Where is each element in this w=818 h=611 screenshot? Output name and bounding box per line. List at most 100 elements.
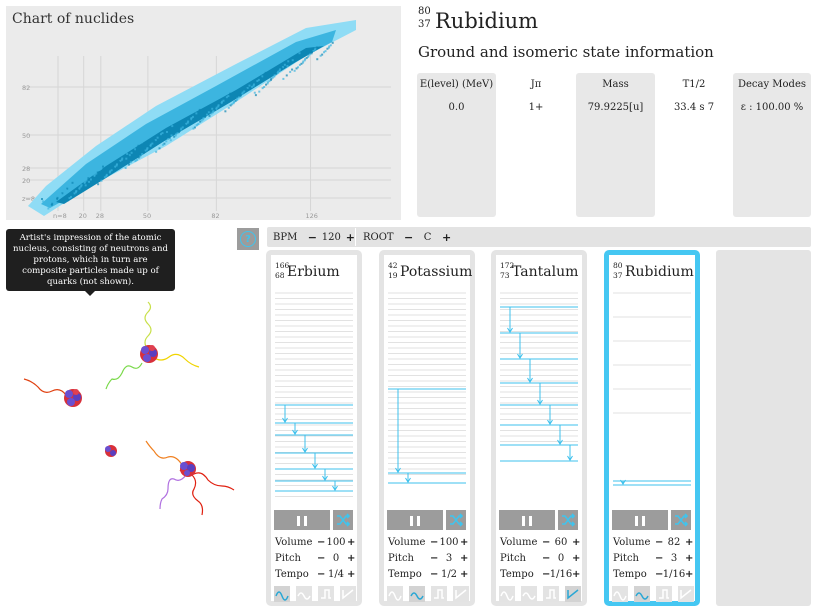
nuclide-cell	[154, 139, 157, 142]
sine-wave-button[interactable]	[612, 586, 628, 602]
pitch-label: Pitch	[613, 553, 639, 564]
nuclide-cell	[328, 45, 331, 48]
nuclide-cell	[124, 167, 127, 170]
nuclide-cell	[234, 99, 237, 102]
nuclide-cell	[91, 177, 94, 180]
sawtooth-wave-button[interactable]	[340, 586, 356, 602]
tooltip-text: Artist's impression of the atomic nucleu…	[13, 233, 168, 287]
root-decrease-button[interactable]: −	[404, 230, 414, 244]
nuclide-cell	[146, 148, 149, 151]
info-header: T1/2	[682, 79, 706, 90]
nuclide-cell	[117, 160, 120, 163]
tempo-decrease-button[interactable]: −	[430, 569, 439, 580]
shuffle-button[interactable]	[446, 510, 466, 530]
shuffle-button[interactable]	[558, 510, 578, 530]
help-button[interactable]: ?	[237, 228, 259, 250]
bpm-decrease-button[interactable]: −	[307, 230, 317, 244]
nuclide-card-potassium[interactable]: 42 19 Potassium Volume −100 + Pitch −3 + Tempo −1/…	[379, 250, 475, 606]
volume-increase-button[interactable]: +	[347, 537, 356, 548]
square-wave-icon	[659, 589, 669, 599]
nuclide-cell	[112, 168, 115, 171]
nuclide-cell	[52, 201, 55, 204]
nuclide-card-tantalum[interactable]: 172 73 Tantalum Volume −60 + Pitch −0 + Tempo −1/1…	[491, 250, 587, 606]
pause-button[interactable]	[612, 510, 668, 530]
triangle-wave-button[interactable]	[296, 586, 312, 602]
nuclide-cell	[102, 165, 104, 168]
volume-control: Volume −82 +	[613, 537, 693, 551]
bpm-increase-button[interactable]: +	[345, 230, 355, 244]
pitch-decrease-button[interactable]: −	[317, 553, 326, 564]
sawtooth-wave-button[interactable]	[565, 586, 581, 602]
volume-decrease-button[interactable]: −	[542, 537, 551, 548]
shuffle-button[interactable]	[333, 510, 353, 530]
sine-wave-button[interactable]	[387, 586, 403, 602]
empty-card-slot[interactable]	[716, 250, 811, 606]
square-wave-icon	[434, 589, 444, 599]
square-wave-button[interactable]	[543, 586, 559, 602]
pitch-increase-button[interactable]: +	[347, 553, 356, 564]
tempo-increase-button[interactable]: +	[572, 569, 581, 580]
pitch-decrease-button[interactable]: −	[655, 553, 664, 564]
pause-button[interactable]	[274, 510, 330, 530]
pitch-increase-button[interactable]: +	[685, 553, 694, 564]
nuclide-cell	[146, 147, 149, 150]
pitch-increase-button[interactable]: +	[460, 553, 469, 564]
tempo-decrease-button[interactable]: −	[542, 569, 551, 580]
pause-button[interactable]	[499, 510, 555, 530]
pitch-decrease-button[interactable]: −	[542, 553, 551, 564]
root-increase-button[interactable]: +	[442, 230, 452, 244]
shuffle-button[interactable]	[671, 510, 691, 530]
info-header: E(level) (MeV)	[419, 79, 494, 90]
nucleus	[64, 389, 82, 407]
nuclide-cell	[125, 157, 128, 160]
sine-wave-icon	[275, 591, 289, 601]
transition-arrow	[395, 389, 401, 473]
nuclide-card-erbium[interactable]: 166 68 Erbium Volume −100 + Pitch −0 + Tempo −1/4 +	[266, 250, 362, 606]
triangle-wave-button[interactable]	[521, 586, 537, 602]
volume-increase-button[interactable]: +	[460, 537, 469, 548]
waveform-selector	[274, 586, 356, 602]
sawtooth-wave-button[interactable]	[453, 586, 469, 602]
pitch-increase-button[interactable]: +	[572, 553, 581, 564]
tempo-decrease-button[interactable]: −	[655, 569, 664, 580]
sawtooth-wave-button[interactable]	[678, 586, 694, 602]
nuclide-cell	[279, 68, 281, 71]
card-body: 172 73 Tantalum Volume −60 + Pitch −0 + Tempo −1/1…	[496, 255, 582, 602]
sine-wave-icon	[500, 591, 514, 601]
tempo-increase-button[interactable]: +	[460, 569, 469, 580]
triangle-wave-button[interactable]	[409, 586, 425, 602]
volume-decrease-button[interactable]: −	[655, 537, 664, 548]
chart-of-nuclides[interactable]: z=8 20 28 50 82 n=8 20 28 50 82 126 Chart of nucli…	[6, 6, 401, 220]
volume-decrease-button[interactable]: −	[317, 537, 326, 548]
tempo-increase-button[interactable]: +	[685, 569, 694, 580]
volume-increase-button[interactable]: +	[685, 537, 694, 548]
nuclide-cell	[175, 133, 178, 136]
square-wave-button[interactable]	[431, 586, 447, 602]
sine-wave-button[interactable]	[499, 586, 515, 602]
chart-x-tick-label: 20	[79, 212, 87, 220]
pause-button[interactable]	[387, 510, 443, 530]
nuclide-cell	[323, 51, 326, 54]
triangle-wave-button[interactable]	[634, 586, 650, 602]
chart-plot[interactable]: z=8 20 28 50 82 n=8 20 28 50 82 126	[6, 6, 401, 220]
nuclide-cell	[161, 132, 164, 135]
transition-arrow	[517, 333, 523, 359]
square-wave-button[interactable]	[656, 586, 672, 602]
chart-x-tick-label: 50	[143, 212, 151, 220]
pitch-control: Pitch −3 +	[613, 553, 693, 567]
square-wave-button[interactable]	[318, 586, 334, 602]
nuclide-cell	[186, 121, 189, 124]
nuclide-cell	[282, 77, 285, 80]
tempo-decrease-button[interactable]: −	[317, 569, 326, 580]
sine-wave-button[interactable]	[274, 586, 290, 602]
nuclide-card-rubidium[interactable]: 80 37 Rubidium Volume −82 + Pitch −3 + Tempo −1/16…	[604, 250, 700, 606]
tempo-increase-button[interactable]: +	[347, 569, 356, 580]
decay-ray	[159, 474, 187, 510]
nuclide-cell	[105, 173, 108, 176]
nuclide-cell	[236, 97, 239, 100]
volume-decrease-button[interactable]: −	[430, 537, 439, 548]
volume-increase-button[interactable]: +	[572, 537, 581, 548]
decay-ray	[105, 362, 143, 390]
pitch-decrease-button[interactable]: −	[430, 553, 439, 564]
nuclide-cell	[291, 68, 294, 71]
